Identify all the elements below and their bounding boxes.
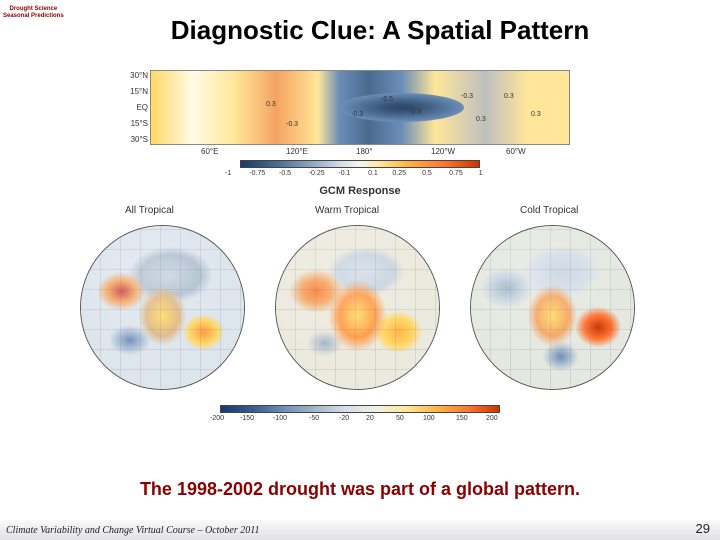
contour-label: -0.3 (409, 109, 421, 116)
gcm-section-title: GCM Response (70, 185, 650, 197)
cb-tick: 50 (396, 415, 404, 422)
cb-tick: 100 (423, 415, 435, 422)
contour-label: 0.3 (504, 93, 514, 100)
contour-label: -0.5 (381, 96, 393, 103)
cb-tick: 0.5 (422, 170, 432, 177)
cb-tick: -0.5 (279, 170, 291, 177)
globe-grid (471, 226, 634, 389)
cb-tick: 0.75 (449, 170, 463, 177)
globe-label-3: Cold Tropical (520, 205, 578, 216)
globe-warm-tropical (275, 225, 440, 390)
slide-title: Diagnostic Clue: A Spatial Pattern (100, 15, 660, 46)
precip-colorbar (220, 405, 500, 413)
y-tick: 15°N (123, 87, 148, 96)
cb-tick: -1 (225, 170, 231, 177)
cb-tick: 1 (479, 170, 483, 177)
contour-label: 0.3 (531, 111, 541, 118)
globe-surface (81, 226, 244, 389)
contour-label: 0.3 (266, 101, 276, 108)
cb-tick: 20 (366, 415, 374, 422)
contour-label: 0.3 (476, 116, 486, 123)
sst-colorbar (240, 160, 480, 168)
cb-tick: -0.1 (338, 170, 350, 177)
sst-map-panel: 30°N 15°N EQ 15°S 30°S 60°E 120°E 180° 1… (150, 70, 570, 145)
x-tick: 120°E (286, 147, 308, 156)
caption: The 1998-2002 drought was part of a glob… (0, 479, 720, 500)
globe-cold-tropical (470, 225, 635, 390)
sst-colorbar-labels: -1 -0.75 -0.5 -0.25 -0.1 0.1 0.25 0.5 0.… (225, 170, 495, 180)
contour-label: -0.3 (461, 93, 473, 100)
cb-tick: -20 (339, 415, 349, 422)
x-tick: 180° (356, 147, 373, 156)
globe-grid (81, 226, 244, 389)
cb-tick: -100 (273, 415, 287, 422)
corner-line1: Drought Science (10, 6, 58, 12)
cb-tick: -0.75 (249, 170, 265, 177)
y-tick: 15°S (123, 119, 148, 128)
cb-tick: 0.1 (368, 170, 378, 177)
x-tick: 60°W (506, 147, 526, 156)
precip-colorbar-labels: -200 -150 -100 -50 -20 20 50 100 150 200 (210, 415, 510, 425)
corner-line2: Seasonal Predictions (3, 13, 64, 19)
x-tick: 120°W (431, 147, 455, 156)
footer-text: Climate Variability and Change Virtual C… (6, 525, 260, 536)
figure-area: 30°N 15°N EQ 15°S 30°S 60°E 120°E 180° 1… (70, 60, 650, 460)
cb-tick: 150 (456, 415, 468, 422)
cb-tick: -0.25 (309, 170, 325, 177)
globe-surface (471, 226, 634, 389)
cb-tick: -150 (240, 415, 254, 422)
globe-label-1: All Tropical (125, 205, 174, 216)
cb-tick: 200 (486, 415, 498, 422)
contour-label: -0.3 (286, 121, 298, 128)
cb-tick: -50 (309, 415, 319, 422)
page-number: 29 (696, 521, 710, 536)
y-tick: 30°N (123, 71, 148, 80)
globe-all-tropical (80, 225, 245, 390)
globe-label-2: Warm Tropical (315, 205, 379, 216)
contour-label: -0.3 (351, 111, 363, 118)
cb-tick: 0.25 (392, 170, 406, 177)
y-tick: EQ (123, 103, 148, 112)
y-tick: 30°S (123, 135, 148, 144)
cb-tick: -200 (210, 415, 224, 422)
globe-surface (276, 226, 439, 389)
corner-label: Drought Science Seasonal Predictions (3, 6, 64, 19)
globe-grid (276, 226, 439, 389)
x-tick: 60°E (201, 147, 218, 156)
